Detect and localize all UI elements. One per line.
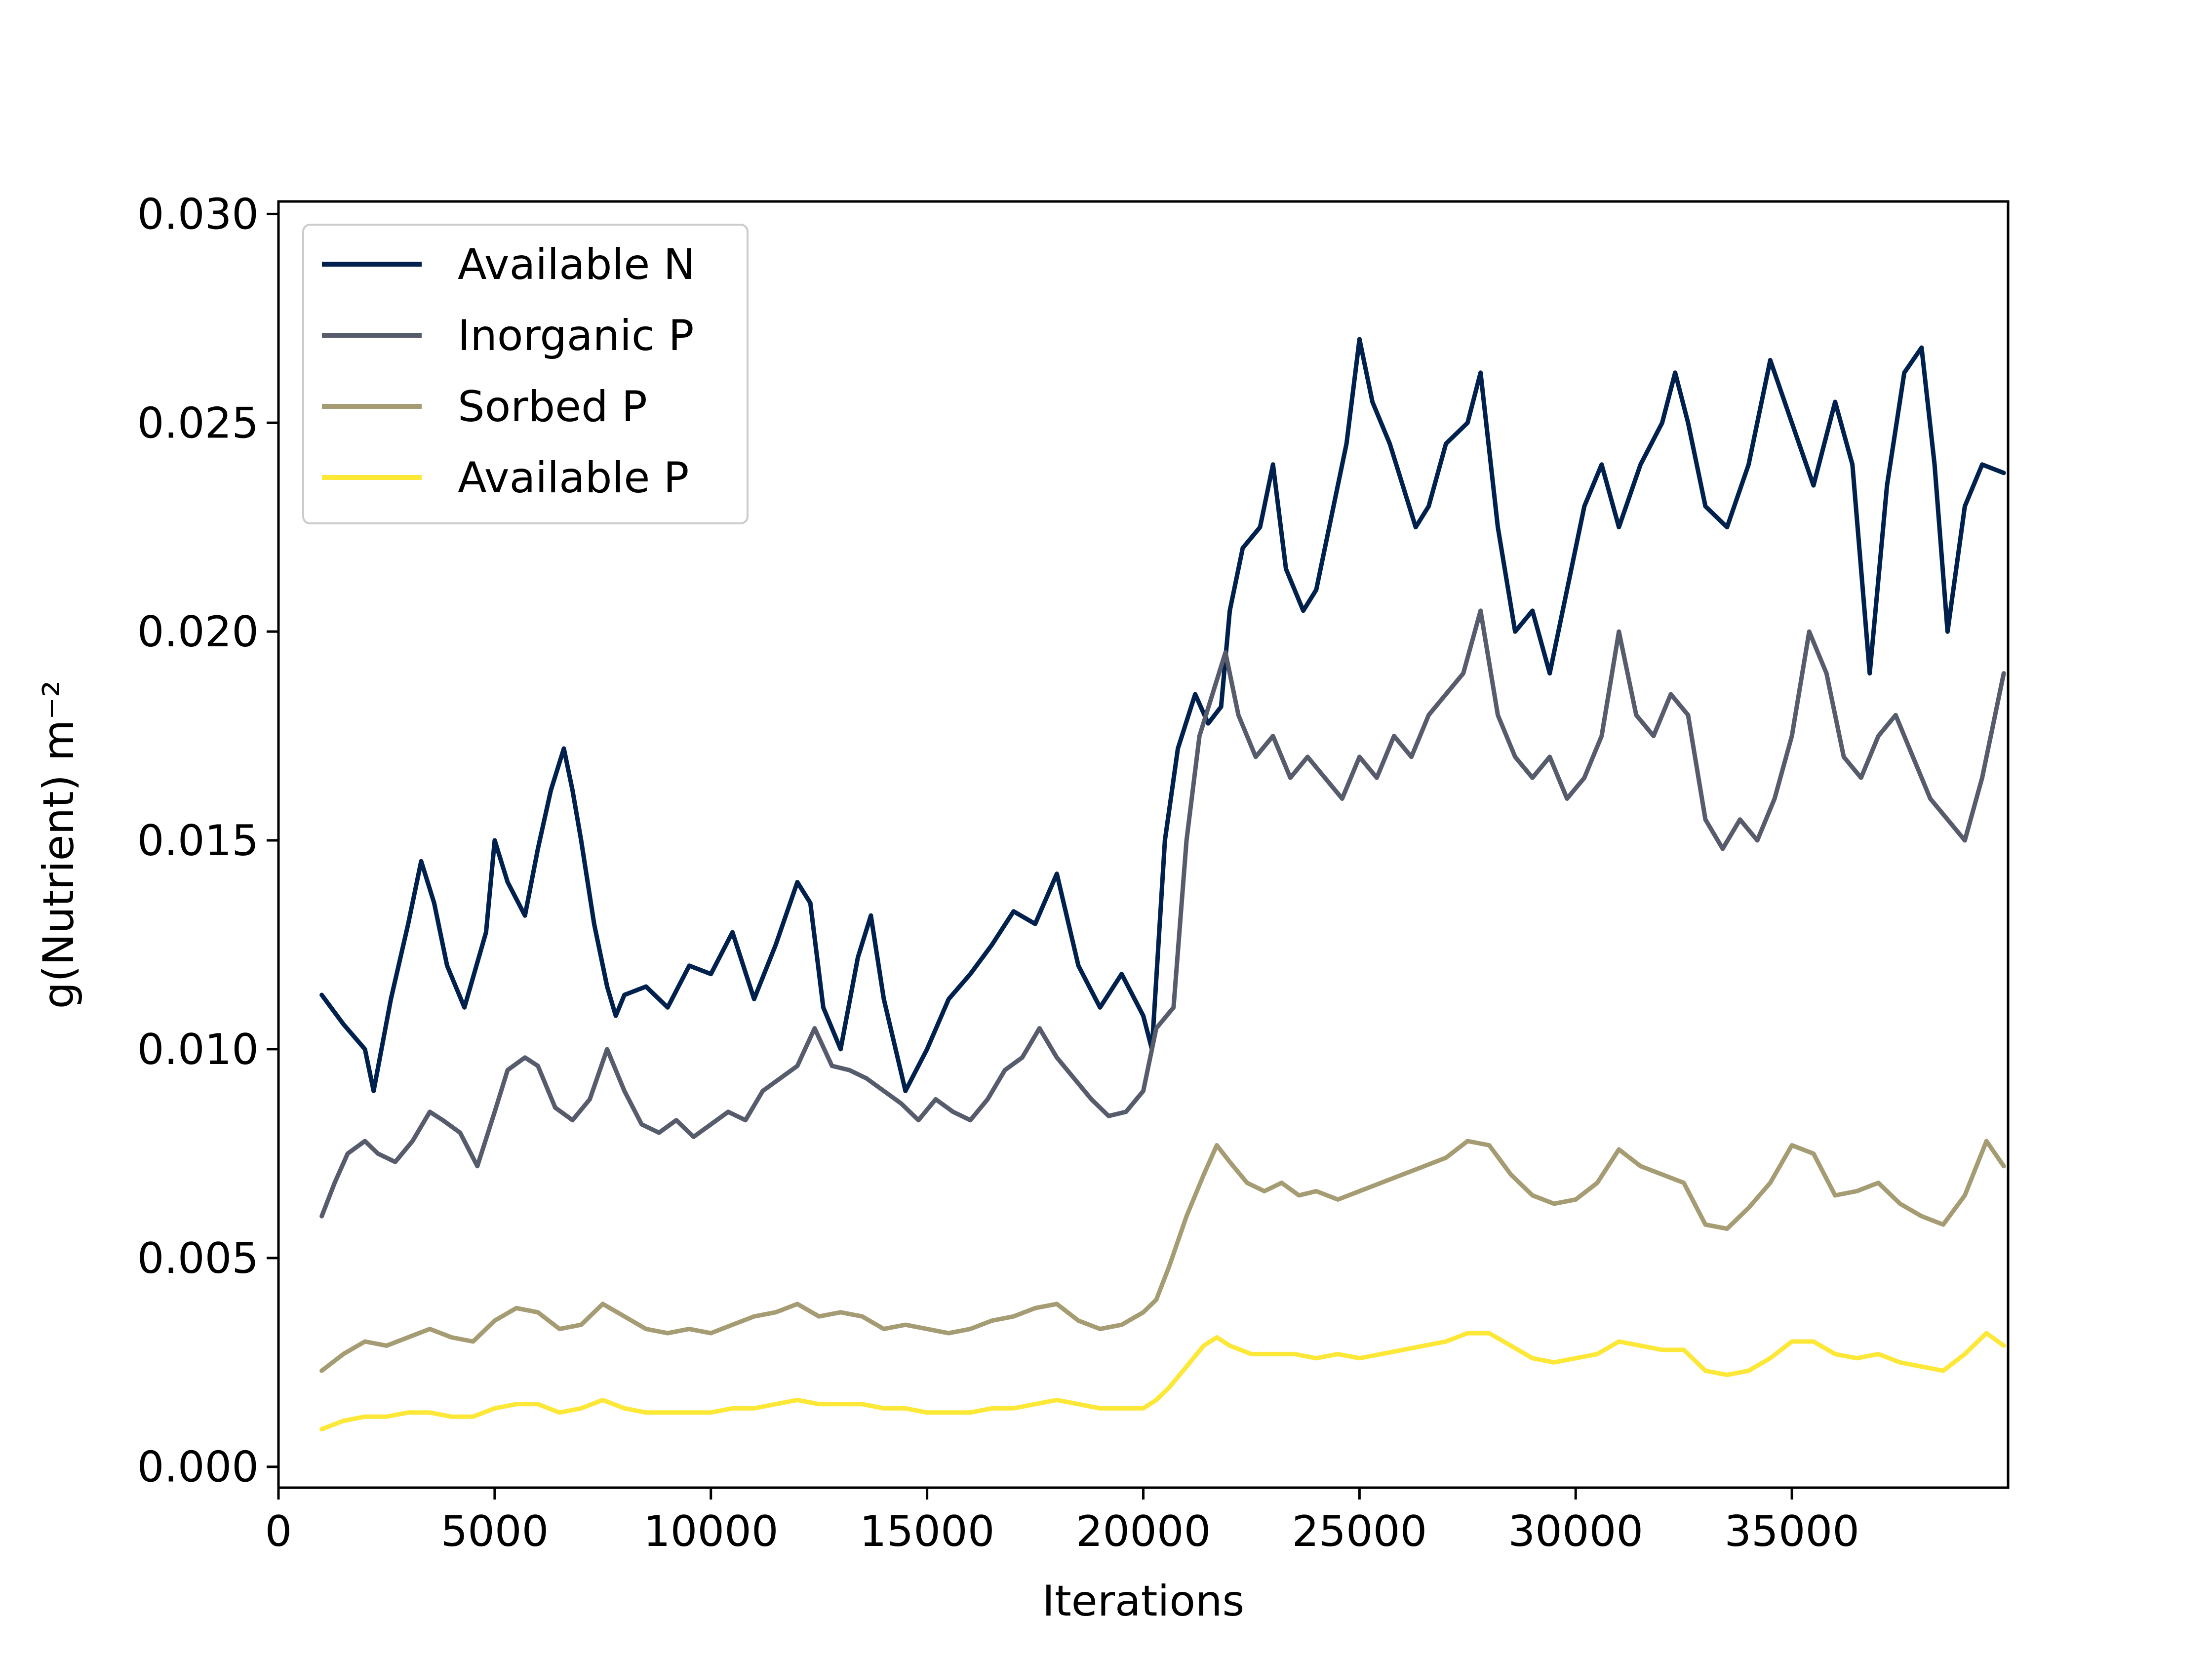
series-line-inorganic-p xyxy=(319,608,2006,1219)
y-tick-label: 0.030 xyxy=(137,190,259,239)
x-axis: 0 5000 10000 15000 20000 25000 30000 35000 xyxy=(265,1488,1859,1556)
legend-entry-label: Available P xyxy=(458,453,689,503)
x-tick-label: 25000 xyxy=(1292,1507,1427,1556)
x-tick-label: 35000 xyxy=(1724,1507,1859,1556)
series-line-available-n xyxy=(319,337,2006,1093)
x-tick-label: 5000 xyxy=(440,1507,549,1556)
y-tick-label: 0.025 xyxy=(137,398,259,448)
legend-entry-label: Available N xyxy=(458,240,695,289)
y-tick-label: 0.000 xyxy=(137,1443,259,1492)
y-tick-label: 0.010 xyxy=(137,1025,259,1074)
legend: Available N Inorganic P Sorbed P Available … xyxy=(302,224,749,524)
series-layer xyxy=(319,337,2006,1432)
legend-entry-label: Sorbed P xyxy=(458,382,647,432)
x-tick-label: 15000 xyxy=(860,1507,995,1556)
legend-box xyxy=(302,224,749,524)
series-line-available-p xyxy=(319,1331,2006,1432)
x-tick-label: 10000 xyxy=(643,1507,779,1556)
y-tick-label: 0.005 xyxy=(137,1234,259,1283)
x-tick-label: 20000 xyxy=(1076,1507,1211,1556)
series-line-sorbed-p xyxy=(319,1139,2006,1373)
legend-entry-label: Inorganic P xyxy=(458,311,694,360)
x-axis-label: Iterations xyxy=(1042,1577,1245,1626)
y-tick-label: 0.020 xyxy=(137,607,259,657)
x-tick-label: 0 xyxy=(265,1507,292,1556)
x-tick-label: 30000 xyxy=(1508,1507,1643,1556)
y-axis: 0.000 0.005 0.010 0.015 0.020 0.025 0.030 xyxy=(137,190,278,1492)
y-tick-label: 0.015 xyxy=(137,816,259,866)
y-axis-label: g(Nutrient) m⁻² xyxy=(34,680,83,1009)
